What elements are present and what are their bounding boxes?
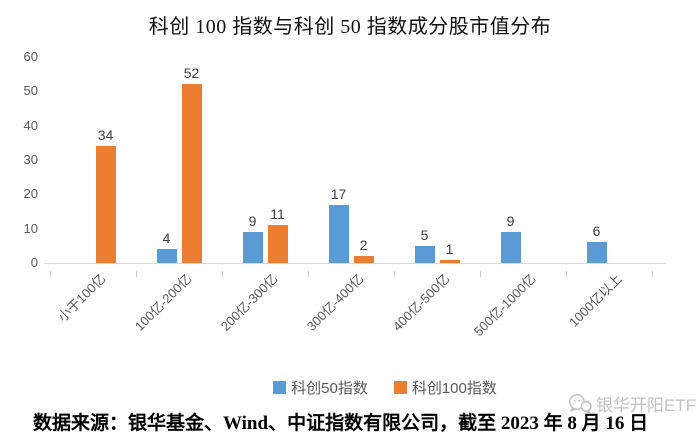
bar-value-label: 1 — [445, 240, 454, 257]
x-axis-category-label: 小于100亿 — [55, 271, 109, 325]
legend-swatch-star50 — [273, 381, 287, 394]
bar-科创100指数: 52 — [181, 65, 202, 263]
y-axis-label: 30 — [23, 152, 38, 167]
bar-value-label: 17 — [330, 185, 347, 202]
x-axis-category-label: 500亿-1000亿 — [470, 271, 539, 339]
category-group: 9 11 — [222, 57, 308, 263]
bar-value-label: 9 — [248, 213, 257, 230]
bar-科创50指数: 9 — [242, 213, 263, 263]
bar-value-label: 9 — [506, 213, 515, 230]
bar-科创50指数: 17 — [328, 186, 349, 263]
x-axis-category-label: 100亿-200亿 — [131, 271, 195, 334]
y-axis-label: 10 — [23, 220, 38, 236]
category-group: 34 — [50, 57, 136, 263]
y-axis-label: 0 — [30, 255, 38, 270]
bar-科创100指数: 2 — [353, 237, 374, 263]
wechat-icon — [567, 393, 593, 415]
bar-科创50指数: 5 — [414, 227, 435, 263]
x-axis-tick — [136, 271, 137, 277]
bar-value-label: 2 — [359, 237, 368, 254]
x-axis-category-label: 200亿-300亿 — [217, 271, 281, 334]
x-axis-tick — [394, 271, 395, 277]
bar-value-label: 6 — [592, 223, 601, 240]
x-axis-tick — [480, 271, 481, 277]
plot-area: 34 4 52 9 11 17 2 5 1 9 6 — [50, 57, 652, 263]
watermark-label: 银华开阳ETF — [595, 396, 696, 415]
legend: 科创50指数 科创100指数 — [0, 377, 700, 398]
bar-科创50指数: 6 — [586, 223, 607, 263]
x-axis-line — [44, 263, 666, 264]
x-axis-category-label: 300亿-400亿 — [303, 271, 367, 334]
y-axis-label: 40 — [23, 117, 38, 133]
x-axis-tick — [50, 271, 51, 277]
x-axis-tick — [652, 271, 653, 277]
x-axis-tick — [222, 271, 223, 277]
category-group: 9 — [480, 57, 566, 263]
category-group: 4 52 — [136, 57, 222, 263]
x-axis-tick — [308, 271, 309, 277]
bar-value-label: 4 — [162, 230, 171, 247]
bar-科创100指数: 34 — [95, 127, 116, 263]
bar-科创50指数: 9 — [500, 213, 521, 263]
watermark: 银华开阳ETF — [567, 391, 696, 416]
category-group: 17 2 — [308, 57, 394, 263]
x-axis-category-label: 1000亿以上 — [566, 271, 625, 330]
legend-swatch-star100 — [393, 381, 407, 394]
bar-科创50指数: 4 — [156, 230, 177, 263]
x-axis-category-label: 400亿-500亿 — [389, 271, 453, 334]
x-axis-tick — [566, 271, 567, 277]
legend-item-star100: 科创100指数 — [393, 377, 497, 398]
bar-value-label: 5 — [420, 226, 429, 243]
y-axis-label: 60 — [23, 49, 38, 64]
bar-value-label: 11 — [270, 206, 285, 223]
category-group: 6 — [566, 57, 652, 263]
bar-value-label: 52 — [183, 65, 200, 82]
data-source-text: 数据来源：银华基金、Wind、中证指数有限公司，截至 2023 年 8 月 16… — [33, 413, 649, 434]
legend-label-star100: 科创100指数 — [411, 380, 497, 397]
y-axis-label: 50 — [23, 83, 38, 99]
legend-label-star50: 科创50指数 — [291, 380, 368, 397]
bar-value-label: 34 — [97, 127, 114, 144]
bar-科创100指数: 1 — [439, 241, 460, 263]
y-axis-label: 20 — [23, 186, 38, 202]
chart-title: 科创 100 指数与科创 50 指数成分股市值分布 — [148, 16, 552, 38]
bar-科创100指数: 11 — [267, 206, 288, 263]
legend-item-star50: 科创50指数 — [273, 377, 368, 398]
